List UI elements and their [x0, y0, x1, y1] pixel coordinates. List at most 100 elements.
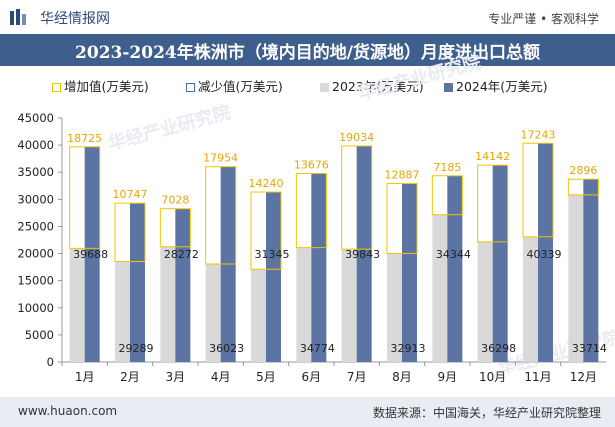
increase-outline: [250, 191, 282, 270]
bar-2023: [205, 264, 221, 362]
increase-outline: [205, 166, 237, 265]
legend-label-2024: 2024年(万美元): [456, 79, 548, 94]
x-tick-label: 6月: [302, 370, 322, 384]
bar-2024: [84, 146, 100, 362]
increase-outline: [567, 178, 599, 196]
value-2024-data-label: 39843: [345, 248, 380, 261]
value-2024-data-label: 34774: [300, 342, 335, 355]
x-tick-label: 11月: [524, 370, 551, 384]
top-bar: 华经情报网 专业严谨 • 客观科学: [0, 0, 615, 34]
increase-outline: [522, 142, 554, 238]
increase-data-label: 10747: [113, 188, 148, 201]
legend-item-2024: 2024年(万美元): [444, 76, 548, 95]
value-2024-data-label: 33714: [572, 342, 607, 355]
bar-2023: [69, 248, 85, 362]
x-tick-label: 9月: [438, 370, 458, 384]
increase-outline: [114, 202, 146, 262]
increase-data-label: 12887: [385, 169, 420, 182]
increase-data-label: 19034: [339, 131, 374, 144]
bar-2024: [311, 173, 327, 362]
value-2024-data-label: 28272: [164, 248, 199, 261]
bar-2023: [251, 269, 266, 362]
increase-data-label: 17243: [521, 128, 556, 141]
bar-2023: [568, 194, 584, 362]
bar-2023: [296, 247, 312, 362]
y-tick-label: 35000: [17, 165, 54, 179]
increase-data-label: 7185: [433, 161, 461, 174]
increase-outline: [477, 164, 509, 243]
watermark-text: 华经产业研究院: [356, 51, 483, 105]
value-2024-data-label: 29289: [119, 342, 154, 355]
bar-2024: [447, 175, 463, 362]
bar-2024: [402, 183, 417, 362]
value-2024-data-label: 32913: [391, 342, 426, 355]
x-tick-label: 1月: [75, 370, 95, 384]
increase-outline: [295, 172, 327, 249]
legend-item-2023: 2023年(万美元): [320, 76, 424, 95]
x-tick-label: 2月: [120, 370, 140, 384]
bar-2023: [477, 241, 493, 362]
logo-icon: [10, 9, 26, 25]
y-tick-label: 20000: [17, 247, 54, 261]
increase-data-label: 14240: [249, 177, 284, 190]
x-tick-label: 7月: [347, 370, 367, 384]
x-tick-label: 3月: [166, 370, 186, 384]
y-tick-label: 0: [47, 355, 54, 369]
x-tick-label: 5月: [256, 370, 276, 384]
bar-2023: [160, 246, 176, 362]
bar-2024: [266, 192, 281, 362]
value-2024-data-label: 36298: [481, 342, 516, 355]
bar-2024: [583, 179, 599, 362]
legend-label-decrease: 减少值(万美元): [198, 79, 283, 94]
legend-swatch-decrease: [186, 83, 195, 92]
data-source: 数据来源：中国海关，华经产业研究院整理: [372, 406, 601, 420]
increase-outline: [341, 145, 373, 250]
site-name: 华经情报网: [40, 11, 110, 27]
chart-legend: 增加值(万美元) 减少值(万美元) 2023年(万美元) 2024年(万美元): [52, 76, 592, 94]
y-tick-label: 30000: [17, 192, 54, 206]
x-tick-label: 4月: [211, 370, 231, 384]
chart-title: 2023-2024年株洲市（境内目的地/货源地）月度进出口总额: [75, 43, 540, 63]
footer-url[interactable]: www.huaon.com: [18, 404, 118, 418]
bar-2023: [523, 236, 538, 362]
increase-data-label: 7028: [161, 194, 189, 207]
footer: www.huaon.com 数据来源：中国海关，华经产业研究院整理: [0, 397, 615, 427]
legend-item-increase: 增加值(万美元): [52, 76, 149, 95]
legend-swatch-2023: [320, 83, 329, 92]
increase-outline: [69, 146, 101, 249]
value-2024-data-label: 39688: [73, 248, 108, 261]
title-bar: [0, 34, 615, 66]
watermark-text: 华经产业研究院: [106, 101, 233, 155]
bar-2023: [115, 261, 130, 362]
increase-data-label: 18725: [67, 132, 102, 145]
increase-data-label: 14142: [475, 150, 510, 163]
slogan: 专业严谨 • 客观科学: [488, 12, 599, 26]
value-2024-data-label: 40339: [527, 248, 562, 261]
bar-2023: [387, 253, 402, 362]
y-tick-label: 5000: [25, 328, 54, 342]
legend-label-2023: 2023年(万美元): [332, 79, 424, 94]
bar-2024: [130, 203, 145, 362]
value-2024-data-label: 31345: [255, 248, 290, 261]
x-tick-label: 10月: [479, 370, 506, 384]
y-tick-label: 45000: [17, 111, 54, 125]
value-2024-data-label: 36023: [209, 342, 244, 355]
increase-data-label: 17954: [203, 152, 238, 165]
bar-2023: [341, 249, 357, 362]
increase-data-label: 13676: [294, 158, 329, 171]
increase-data-label: 2896: [569, 164, 597, 177]
y-tick-label: 25000: [17, 219, 54, 233]
bar-2024: [175, 208, 191, 362]
x-tick-label: 12月: [570, 370, 597, 384]
increase-outline: [431, 175, 463, 216]
increase-outline: [386, 183, 418, 254]
legend-item-decrease: 减少值(万美元): [186, 76, 283, 95]
bar-2024: [356, 145, 372, 362]
value-2024-data-label: 34344: [436, 248, 471, 261]
bar-2024: [492, 165, 508, 362]
increase-outline: [159, 208, 191, 248]
legend-swatch-increase: [52, 83, 61, 92]
x-tick-label: 8月: [392, 370, 412, 384]
y-tick-label: 10000: [17, 301, 54, 315]
